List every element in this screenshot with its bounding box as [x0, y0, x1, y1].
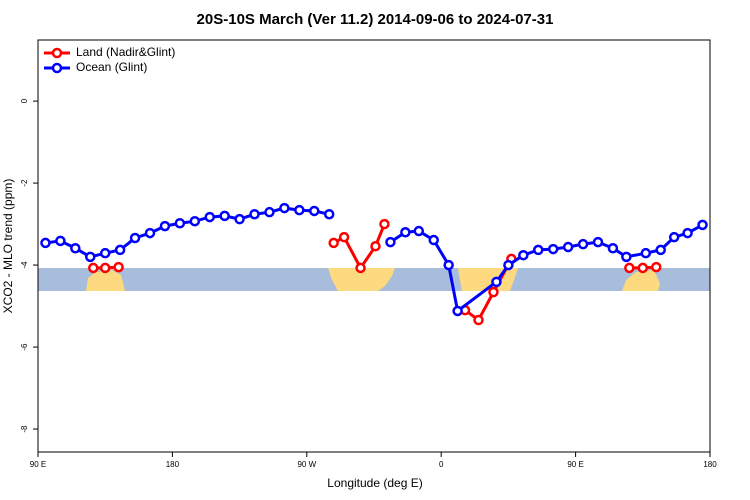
point — [355, 262, 366, 274]
legend-marker — [51, 62, 63, 74]
point — [385, 236, 396, 248]
point — [562, 241, 574, 253]
point — [99, 262, 111, 274]
point — [279, 202, 290, 214]
land-shape — [328, 268, 395, 291]
point — [159, 220, 171, 232]
y-tick-label: 0 — [20, 98, 29, 103]
point — [533, 244, 544, 256]
x-tick-label: 180 — [703, 460, 717, 469]
point — [144, 227, 156, 239]
legend-marker — [51, 47, 63, 59]
point — [370, 240, 381, 252]
point — [40, 237, 51, 249]
point — [379, 218, 390, 230]
chart-title: 20S-10S March (Ver 11.2) 2014-09-06 to 2… — [197, 11, 554, 28]
y-tick-label: -6 — [20, 343, 29, 351]
point — [400, 227, 411, 238]
point — [323, 208, 335, 220]
point — [640, 247, 652, 259]
point — [219, 210, 230, 222]
series-line — [45, 206, 704, 314]
legend-label: Land (Nadir&Glint) — [76, 45, 175, 59]
point — [697, 219, 708, 231]
point — [249, 208, 260, 220]
point — [264, 206, 275, 218]
land-shape — [86, 270, 125, 291]
point — [518, 249, 529, 261]
y-tick-label: -8 — [20, 425, 29, 433]
point — [637, 262, 649, 274]
point — [99, 247, 111, 259]
point — [174, 217, 186, 229]
point — [70, 243, 81, 254]
x-tick-label: 90 E — [30, 460, 46, 469]
point — [655, 244, 666, 256]
point — [114, 244, 126, 256]
x-tick-label: 90 E — [567, 460, 583, 469]
point — [85, 251, 96, 263]
point — [309, 205, 320, 217]
x-axis-label: Longitude (deg E) — [327, 476, 422, 490]
point — [204, 211, 215, 223]
point — [189, 215, 201, 227]
point — [413, 225, 425, 237]
y-axis-label: XCO2 - MLO trend (ppm) — [1, 179, 15, 314]
point — [234, 213, 245, 225]
x-tick-label: 180 — [166, 460, 180, 469]
point — [607, 243, 619, 254]
point — [488, 286, 499, 298]
legend-label: Ocean (Glint) — [76, 60, 147, 74]
x-tick-label: 0 — [439, 460, 444, 469]
map-band — [38, 268, 710, 291]
point — [428, 234, 439, 246]
point — [55, 235, 66, 247]
y-tick-label: -4 — [20, 261, 29, 269]
point — [294, 204, 305, 216]
x-tick-label: 90 W — [297, 460, 316, 469]
point — [491, 276, 502, 288]
plot-frame — [37, 39, 711, 453]
point — [129, 232, 141, 244]
point — [650, 261, 662, 273]
y-tick-label: -2 — [20, 179, 29, 187]
point — [88, 262, 99, 274]
point — [338, 231, 350, 243]
point — [452, 305, 463, 317]
point — [624, 262, 635, 274]
point — [682, 227, 693, 239]
point — [547, 243, 559, 255]
point — [328, 237, 339, 249]
point — [592, 236, 604, 248]
point — [621, 251, 632, 263]
point — [503, 259, 514, 271]
land-shape — [622, 270, 660, 291]
point — [668, 231, 680, 243]
point — [577, 238, 589, 250]
point — [473, 314, 484, 326]
point — [113, 261, 124, 273]
point — [443, 259, 454, 271]
